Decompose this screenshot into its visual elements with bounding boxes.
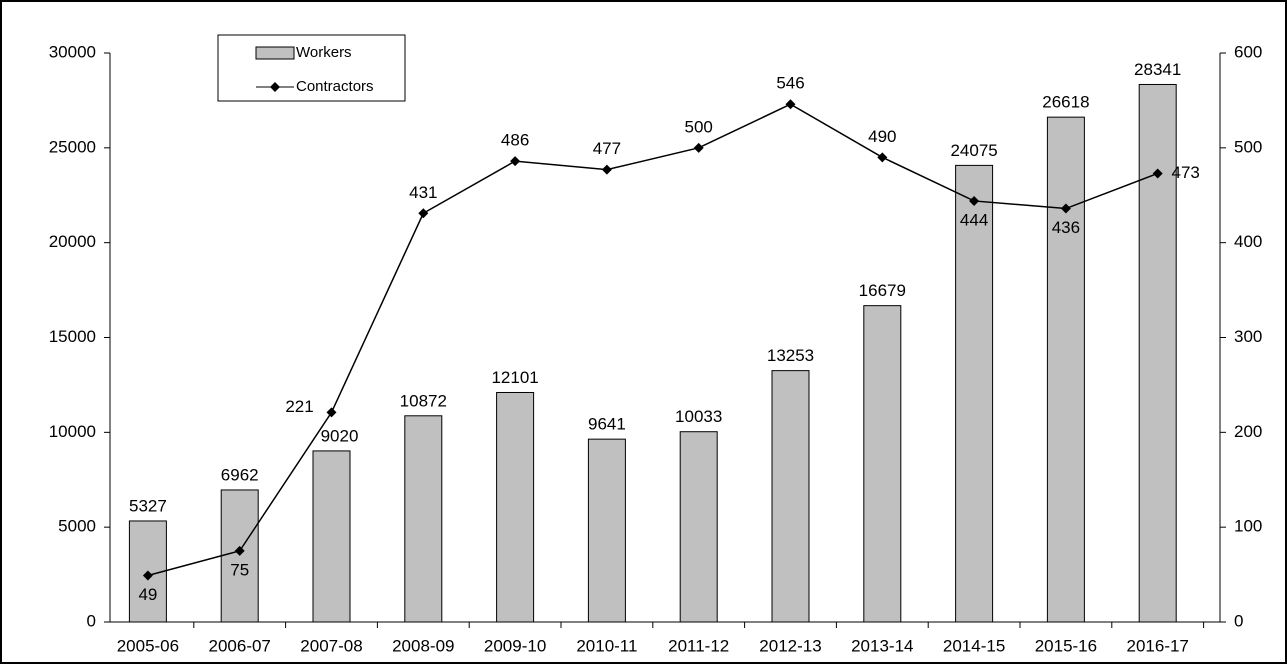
y2-tick-label: 500 <box>1234 137 1262 156</box>
y2-tick-label: 200 <box>1234 422 1262 441</box>
bar <box>863 305 902 623</box>
line <box>147 103 1158 577</box>
y-tick-label: 30000 <box>49 42 96 61</box>
bar-value-label: 24075 <box>950 141 997 160</box>
y-tick-label: 25000 <box>49 137 96 156</box>
bar-value-label: 9020 <box>321 426 359 445</box>
line-marker <box>326 407 337 418</box>
x-tick-label: 2011-12 <box>668 636 729 655</box>
y2-tick-label: 300 <box>1234 327 1262 346</box>
x-tick-label: 2015-16 <box>1035 636 1097 655</box>
x-tick-label: 2012-13 <box>759 636 821 655</box>
line-value-label: 473 <box>1172 163 1200 182</box>
bar-value-label: 10033 <box>675 407 722 426</box>
y2-tick-label: 400 <box>1234 232 1262 251</box>
legend-marker <box>270 82 280 92</box>
legend-swatch <box>255 46 295 60</box>
bar-value-label: 9641 <box>588 415 626 434</box>
bar <box>312 450 351 623</box>
line-value-label: 444 <box>960 210 988 229</box>
y2-tick-label: 600 <box>1234 42 1262 61</box>
bar <box>587 438 626 623</box>
line-marker <box>1060 203 1071 214</box>
legend-box <box>217 34 406 102</box>
line-value-label: 75 <box>230 560 249 579</box>
line-value-label: 500 <box>685 117 713 136</box>
x-tick-label: 2010-11 <box>576 636 637 655</box>
line-marker <box>601 164 612 175</box>
line-value-label: 436 <box>1052 218 1080 237</box>
x-tick-label: 2005-06 <box>117 636 179 655</box>
line-value-label: 546 <box>776 74 804 93</box>
bar-value-label: 26618 <box>1042 93 1089 112</box>
line-value-label: 49 <box>138 585 157 604</box>
bar-value-label: 5327 <box>129 496 167 515</box>
y2-tick-label: 100 <box>1234 517 1262 536</box>
line-marker <box>234 545 245 556</box>
line-value-label: 486 <box>501 131 529 150</box>
legend: Workers Contractors <box>217 34 406 102</box>
x-tick-label: 2009-10 <box>484 636 546 655</box>
line-marker <box>142 570 153 581</box>
bar <box>771 370 810 623</box>
line-marker <box>418 208 429 219</box>
line-marker <box>1152 168 1163 179</box>
bar-value-label: 28341 <box>1134 60 1181 79</box>
x-tick-label: 2006-07 <box>209 636 271 655</box>
line-marker <box>877 152 888 163</box>
bar-value-label: 16679 <box>859 281 906 300</box>
line-marker <box>785 99 796 110</box>
y-tick-label: 10000 <box>49 422 96 441</box>
x-tick-label: 2008-09 <box>392 636 454 655</box>
y-tick-label: 0 <box>87 611 96 630</box>
x-tick-label: 2013-14 <box>851 636 913 655</box>
bar-value-label: 12101 <box>491 368 538 387</box>
line-value-label: 490 <box>868 127 896 146</box>
line-marker <box>693 142 704 153</box>
bar <box>955 164 994 623</box>
legend-label: Workers <box>296 44 352 61</box>
bar <box>496 391 535 623</box>
y-tick-label: 5000 <box>58 517 96 536</box>
bar <box>1046 116 1085 623</box>
legend-label: Contractors <box>296 78 374 95</box>
bar <box>679 431 718 623</box>
line-marker <box>969 195 980 206</box>
bar <box>220 489 259 623</box>
y-tick-label: 15000 <box>49 327 96 346</box>
bar-value-label: 10872 <box>400 391 447 410</box>
x-tick-label: 2016-17 <box>1127 636 1189 655</box>
bar-value-label: 6962 <box>221 465 259 484</box>
y2-tick-label: 0 <box>1234 611 1243 630</box>
line-marker <box>510 156 521 167</box>
bar-value-label: 13253 <box>767 346 814 365</box>
line-value-label: 221 <box>285 397 313 416</box>
y-tick-label: 20000 <box>49 232 96 251</box>
x-tick-label: 2007-08 <box>300 636 362 655</box>
bar <box>404 415 443 623</box>
x-tick-label: 2014-15 <box>943 636 1005 655</box>
line-value-label: 477 <box>593 139 621 158</box>
line-value-label: 431 <box>409 183 437 202</box>
